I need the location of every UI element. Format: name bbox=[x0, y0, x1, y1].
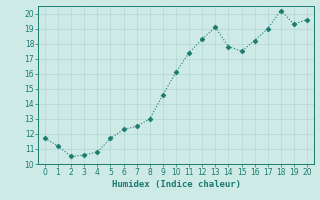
X-axis label: Humidex (Indice chaleur): Humidex (Indice chaleur) bbox=[111, 180, 241, 189]
